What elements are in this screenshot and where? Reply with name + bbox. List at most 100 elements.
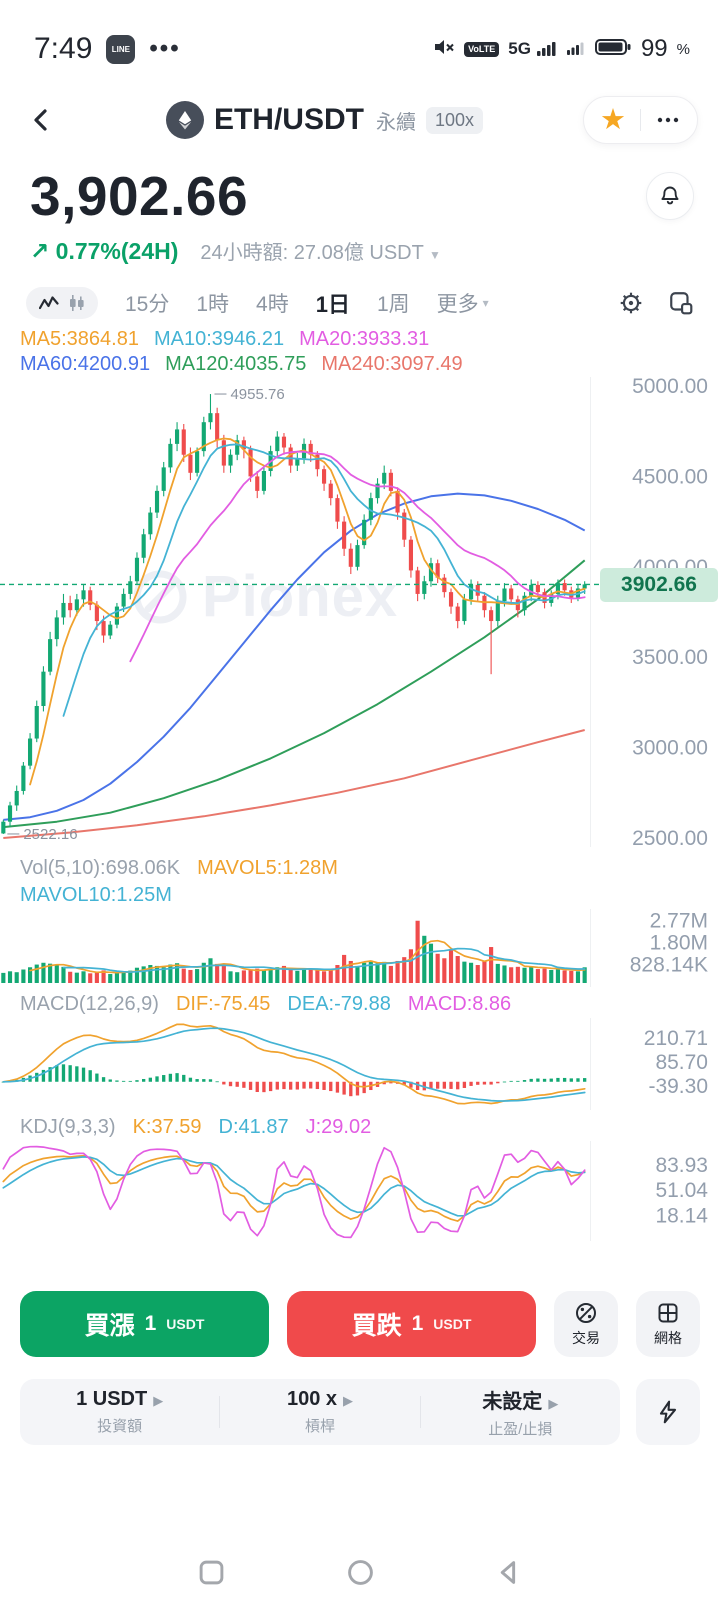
ma120-label: MA120:4035.75 bbox=[165, 353, 307, 375]
line-chart-icon bbox=[39, 296, 59, 310]
k-label: K:37.59 bbox=[132, 1116, 202, 1138]
volte-badge-icon: VoLTE bbox=[464, 41, 500, 57]
trade-page-label: 交易 bbox=[572, 1329, 600, 1346]
timeframe-more-dropdown[interactable]: 更多 ▾ bbox=[437, 288, 489, 318]
order-settings-box: 1 USDT ▶ 投資額 100 x ▶ 槓桿 未設定 ▶ 止盈/止損 bbox=[20, 1379, 620, 1445]
trade-icon bbox=[576, 1302, 596, 1323]
lightning-icon bbox=[659, 1400, 677, 1424]
expand-icon bbox=[670, 292, 693, 315]
chart-toolbar: 15分 1時 4時 1日 1周 更多 ▾ bbox=[0, 279, 720, 327]
star-icon: ★ bbox=[600, 104, 626, 136]
volume-24h[interactable]: 24小時額: 27.08億 USDT ▼ bbox=[200, 242, 441, 264]
timeframe-1w[interactable]: 1周 bbox=[377, 288, 410, 318]
d-label: D:41.87 bbox=[218, 1116, 289, 1138]
leverage-setting[interactable]: 100 x ▶ 槓桿 bbox=[220, 1388, 419, 1436]
buy-long-label: 買漲 bbox=[84, 1312, 135, 1340]
more-notifications-icon: ••• bbox=[149, 35, 181, 62]
quick-order-button[interactable] bbox=[636, 1379, 700, 1445]
trade-actions: 買漲 1 USDT 買跌 1 USDT 交易 網格 bbox=[0, 1291, 720, 1357]
recents-button[interactable] bbox=[198, 1559, 225, 1586]
buy-long-currency: USDT bbox=[166, 1316, 205, 1332]
buy-long-button[interactable]: 買漲 1 USDT bbox=[20, 1291, 269, 1357]
svg-text:4955.76: 4955.76 bbox=[230, 386, 284, 403]
pair-block[interactable]: ETH/USDT 永續 100x bbox=[66, 101, 583, 139]
battery-percent: 99 bbox=[640, 35, 668, 62]
price-change-24h: ↗ 0.77%(24H) bbox=[30, 238, 179, 264]
svg-text:2.77M: 2.77M bbox=[650, 910, 708, 933]
buy-short-amount: 1 bbox=[411, 1312, 424, 1335]
back-nav-button[interactable] bbox=[496, 1559, 523, 1586]
investment-label: 投資額 bbox=[97, 1418, 143, 1435]
pionex-logo-icon bbox=[133, 570, 187, 623]
svg-text:2500.00: 2500.00 bbox=[632, 827, 708, 847]
investment-setting[interactable]: 1 USDT ▶ 投資額 bbox=[20, 1388, 219, 1436]
battery-icon bbox=[594, 37, 632, 62]
buy-short-button[interactable]: 買跌 1 USDT bbox=[287, 1291, 536, 1357]
grid-bot-button[interactable]: 網格 bbox=[636, 1291, 700, 1357]
timeframe-1d[interactable]: 1日 bbox=[316, 287, 350, 319]
tp-sl-setting[interactable]: 未設定 ▶ 止盈/止損 bbox=[421, 1385, 620, 1439]
svg-text:18.14: 18.14 bbox=[655, 1205, 708, 1228]
home-button[interactable] bbox=[347, 1559, 374, 1586]
caret-right-icon: ▶ bbox=[153, 1393, 164, 1408]
svg-text:3500.00: 3500.00 bbox=[632, 646, 708, 669]
volume-labels: Vol(5,10):698.06K MAVOL5:1.28M bbox=[0, 855, 720, 882]
divider bbox=[640, 109, 641, 131]
macd-title: MACD(12,26,9) bbox=[20, 993, 159, 1015]
caret-down-icon: ▾ bbox=[482, 296, 489, 310]
ma-labels-row-1: MA5:3864.81 MA10:3946.21 MA20:3933.31 bbox=[0, 327, 720, 352]
network-type-label: 5G bbox=[508, 39, 531, 58]
vol-title: Vol(5,10):698.06K bbox=[20, 857, 181, 879]
tp-sl-value: 未設定 bbox=[482, 1391, 543, 1413]
signal-bars-sim1-icon bbox=[536, 38, 558, 61]
svg-text:210.71: 210.71 bbox=[644, 1027, 708, 1050]
chart-type-toggle[interactable] bbox=[26, 287, 98, 319]
svg-text:2522.16: 2522.16 bbox=[23, 826, 77, 843]
last-price: 3,902.66 bbox=[30, 165, 249, 227]
svg-text:85.70: 85.70 bbox=[655, 1051, 708, 1074]
timeframe-15m[interactable]: 15分 bbox=[125, 288, 169, 318]
more-menu-button[interactable] bbox=[655, 105, 681, 135]
leverage-value: 100 x bbox=[286, 1388, 338, 1410]
signal-bars-sim2-icon bbox=[566, 39, 586, 60]
dea-label: DEA:-79.88 bbox=[287, 993, 391, 1015]
ma60-label: MA60:4200.91 bbox=[20, 353, 151, 375]
line-notification-icon: LINE bbox=[106, 34, 136, 64]
caret-right-icon: ▶ bbox=[548, 1396, 559, 1411]
svg-text:-39.30: -39.30 bbox=[648, 1075, 708, 1098]
price-alert-button[interactable] bbox=[646, 172, 694, 220]
leverage-label: 槓桿 bbox=[304, 1418, 335, 1435]
svg-text:3000.00: 3000.00 bbox=[632, 737, 708, 760]
recents-square-icon bbox=[199, 1560, 223, 1585]
svg-text:5000.00: 5000.00 bbox=[632, 377, 708, 398]
svg-text:83.93: 83.93 bbox=[655, 1154, 708, 1177]
price-chart[interactable]: Pionex 5000.00 4500.00 4000.00 3500.00 3000.… bbox=[0, 377, 720, 847]
ma20-label: MA20:3933.31 bbox=[299, 328, 430, 350]
gear-icon bbox=[620, 292, 642, 314]
buy-short-currency: USDT bbox=[433, 1316, 472, 1332]
eth-logo-icon bbox=[165, 101, 204, 139]
trade-page-button[interactable]: 交易 bbox=[554, 1291, 618, 1357]
mavol10-label: MAVOL10:1.25M bbox=[20, 884, 172, 906]
volume-labels-2: MAVOL10:1.25M bbox=[0, 882, 720, 909]
timeframe-4h[interactable]: 4時 bbox=[256, 288, 289, 318]
ma10-label: MA10:3946.21 bbox=[153, 328, 285, 350]
grid-bot-label: 網格 bbox=[654, 1329, 682, 1346]
fullscreen-button[interactable] bbox=[668, 290, 694, 316]
ma-labels-row-2: MA60:4200.91 MA120:4035.75 MA240:3097.49 bbox=[0, 352, 720, 377]
svg-text:51.04: 51.04 bbox=[655, 1179, 708, 1202]
j-label: J:29.02 bbox=[305, 1116, 372, 1138]
ma5-label: MA5:3864.81 bbox=[20, 328, 139, 350]
kdj-title: KDJ(9,3,3) bbox=[20, 1116, 116, 1138]
svg-text:828.14K: 828.14K bbox=[630, 953, 708, 976]
mute-icon bbox=[433, 36, 455, 63]
timeframe-1h[interactable]: 1時 bbox=[196, 288, 229, 318]
chart-settings-button[interactable] bbox=[618, 290, 644, 316]
android-nav-bar bbox=[0, 1559, 720, 1586]
pair-name: ETH/USDT bbox=[213, 103, 364, 136]
back-button[interactable] bbox=[18, 96, 66, 144]
favorite-button[interactable]: ★ bbox=[600, 105, 626, 135]
